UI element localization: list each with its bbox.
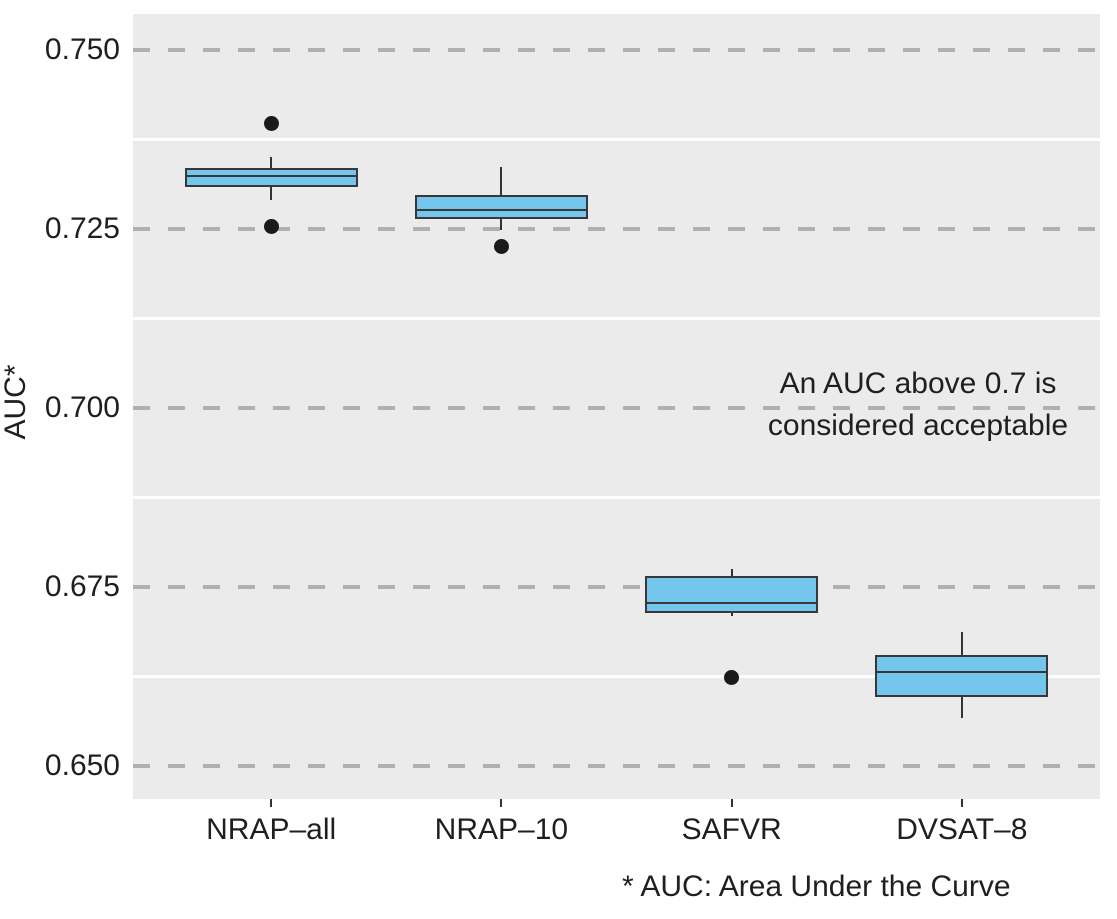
x-tick-mark (270, 799, 273, 807)
gridline-minor (133, 316, 1100, 320)
x-tick-label: DVSAT–8 (896, 813, 1028, 846)
x-tick-label: NRAP–10 (434, 813, 569, 846)
y-tick-label: 0.650 (44, 749, 120, 783)
gridline-major (133, 764, 1100, 769)
gridline-major (133, 226, 1100, 231)
x-tick-label: SAFVR (681, 813, 782, 846)
outlier-dot (493, 239, 509, 255)
plot-panel (133, 14, 1100, 799)
y-tick-label: 0.750 (44, 32, 120, 66)
box-rect (645, 576, 819, 613)
gridline-minor (133, 137, 1100, 141)
median-line (186, 174, 356, 177)
outlier-dot (263, 116, 279, 132)
gridline-major (133, 584, 1100, 589)
box-rect (184, 167, 358, 187)
y-tick-label: 0.725 (44, 211, 120, 245)
median-line (877, 671, 1047, 674)
outlier-dot (263, 218, 279, 234)
outlier-dot (724, 670, 740, 686)
x-tick-label: NRAP–all (206, 813, 337, 846)
x-tick-mark (960, 799, 963, 807)
annotation: An AUC above 0.7 is considered acceptabl… (768, 363, 1068, 447)
gridline-minor (133, 675, 1100, 679)
gridline-major (133, 47, 1100, 52)
x-tick-mark (730, 799, 733, 807)
annotation-line-2: considered acceptable (767, 409, 1069, 442)
y-tick-label: 0.675 (44, 569, 120, 603)
median-line (647, 601, 817, 604)
x-tick-mark (500, 799, 503, 807)
y-tick-label: 0.700 (44, 390, 120, 424)
median-line (416, 208, 586, 211)
box-rect (414, 195, 588, 219)
gridline-major (133, 405, 1100, 410)
annotation-line-1: An AUC above 0.7 is (779, 367, 1057, 400)
footnote: * AUC: Area Under the Curve (622, 870, 1011, 903)
gridline-minor (133, 495, 1100, 499)
box-rect (875, 655, 1049, 698)
